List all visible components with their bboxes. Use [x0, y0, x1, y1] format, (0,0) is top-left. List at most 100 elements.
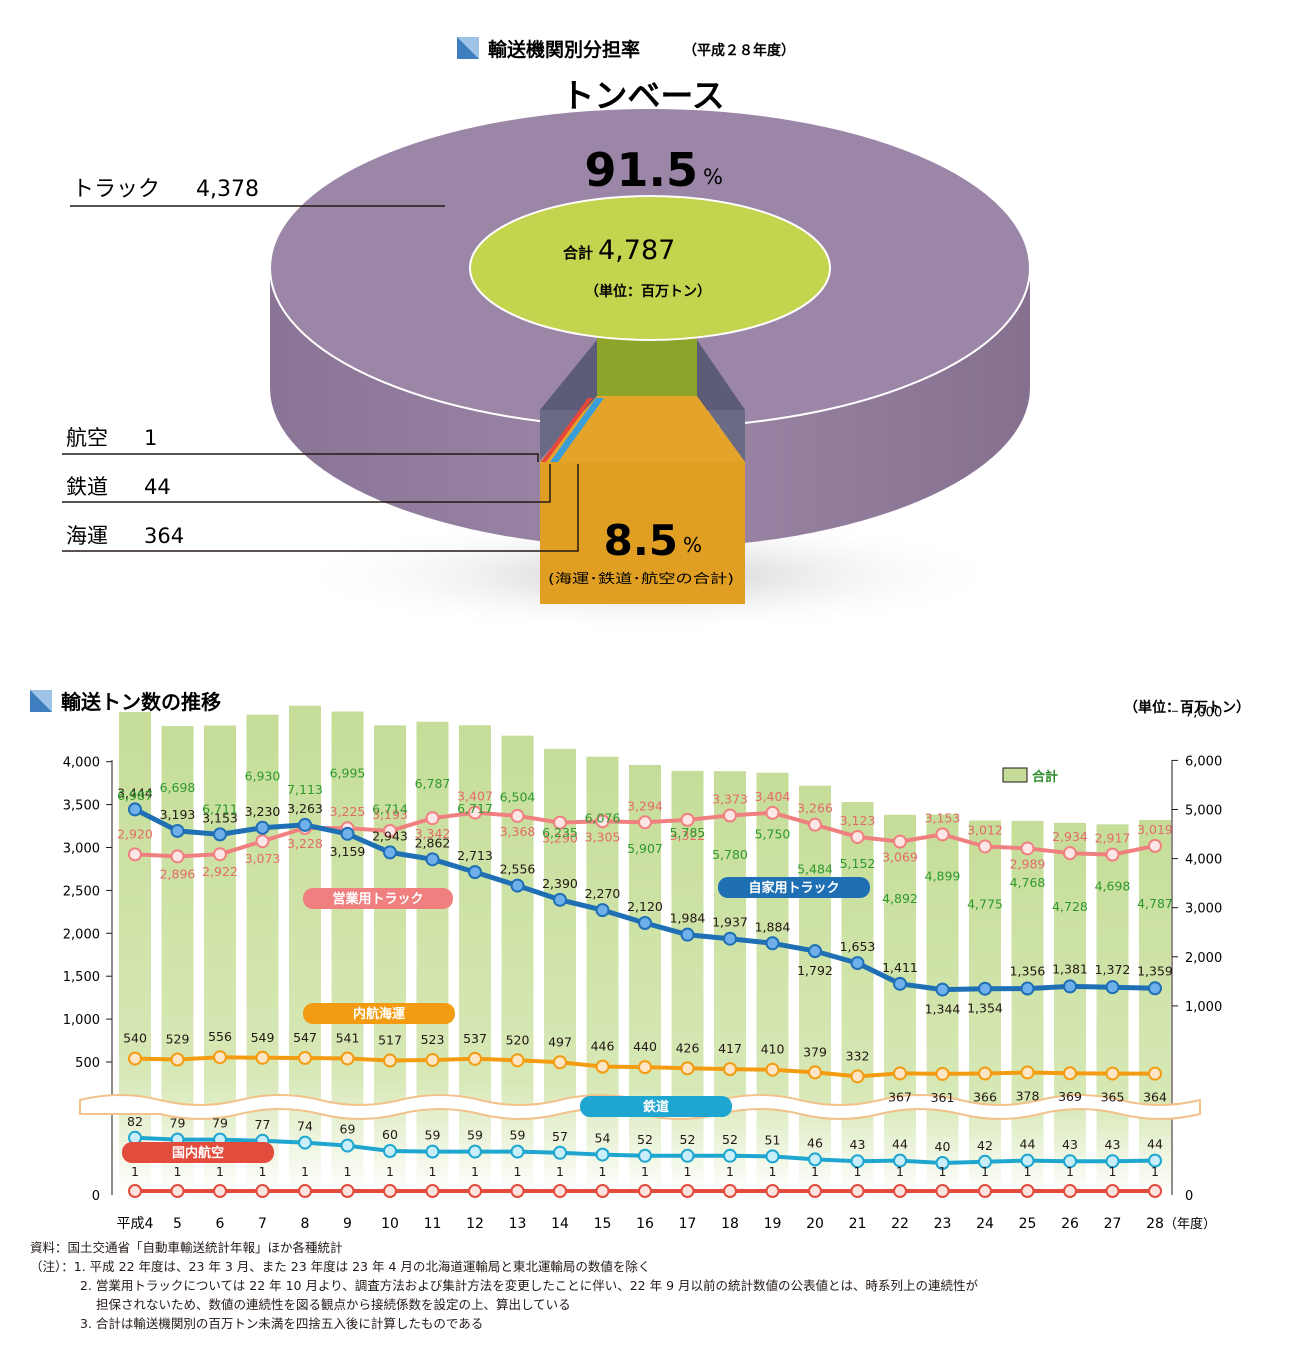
left-tick-label: 1,500 — [63, 970, 100, 985]
domestic-air-value-label: 1 — [301, 1164, 309, 1179]
notes: 資料：国土交通省「自動車輸送統計年報」ほか各種統計 （注）：1. 平成 22 年… — [30, 1238, 1280, 1333]
private-truck-value-label: 2,862 — [415, 835, 451, 850]
commercial-truck-value-label: 2,934 — [1052, 829, 1088, 844]
note-2b: 担保されないため、数値の連続性を図る観点から接続係数を設定の上、算出している — [96, 1297, 571, 1312]
commercial-truck-point — [255, 834, 270, 849]
domestic-air-point — [893, 1184, 907, 1198]
private-truck-value-label: 3,230 — [245, 804, 281, 819]
rail-point — [638, 1148, 652, 1163]
private-truck-point — [383, 845, 397, 860]
total-value-label: 6,717 — [457, 801, 493, 816]
domestic-air-value-label: 1 — [684, 1164, 692, 1179]
private-truck-point — [255, 820, 270, 835]
pie-section: 輸送機関別分担率 （平成２８年度） トンベース 合計 4,787 （単位：百万ト… — [62, 37, 1031, 635]
commercial-truck-value-label: 3,368 — [500, 824, 536, 839]
x-tick-label: 10 — [381, 1216, 399, 1232]
sea-leader-line — [62, 464, 579, 552]
center-total-disc — [469, 195, 831, 341]
line-section: 輸送トン数の推移 （単位：百万トン） 4,000 3,500 3,000 2,500 2… — [30, 690, 1250, 1232]
coastal-shipping-value-label: 364 — [1143, 1090, 1167, 1105]
private-truck-value-label: 2,120 — [627, 899, 663, 914]
commercial-truck-value-label: 3,342 — [415, 826, 451, 841]
rail-value-label: 46 — [807, 1135, 823, 1150]
commercial-truck-point — [935, 827, 950, 842]
coastal-shipping-point — [765, 1062, 780, 1077]
total-value-label: 6,787 — [415, 776, 451, 791]
private-truck-point — [638, 916, 652, 931]
coastal-shipping-value-label: 440 — [633, 1039, 657, 1054]
total-value-label: 4,768 — [1010, 875, 1046, 890]
coastal-shipping-value-label: 426 — [676, 1040, 700, 1055]
total-bar — [1011, 820, 1044, 1195]
coastal-shipping-value-label: 541 — [336, 1030, 360, 1045]
total-bar — [969, 820, 1001, 1195]
total-bar — [926, 814, 959, 1195]
x-tick-label: 6 — [216, 1216, 225, 1232]
left-tick-label: 3,500 — [63, 799, 100, 814]
commercial-truck-value-label: 2,920 — [117, 826, 153, 841]
domestic-air-value-label: 1 — [514, 1164, 522, 1179]
coastal-shipping-point — [638, 1060, 652, 1075]
commercial-truck-value-label: 3,228 — [287, 836, 323, 851]
total-bar — [586, 756, 619, 1195]
commercial-truck-value-label: 3,266 — [797, 801, 833, 816]
coastal-shipping-value-label: 556 — [208, 1029, 232, 1044]
commercial-truck-value-label: 3,073 — [245, 851, 281, 866]
private-truck-value-label: 2,556 — [500, 862, 536, 877]
coastal-shipping-point — [128, 1051, 142, 1066]
air-leader-line — [62, 453, 539, 462]
private-truck-value-label: 2,270 — [585, 886, 621, 901]
coastal-shipping-value-label: 517 — [378, 1033, 402, 1048]
coastal-shipping-value-label: 549 — [251, 1030, 275, 1045]
coastal-shipping-point — [850, 1069, 865, 1084]
coastal-shipping-point — [935, 1066, 950, 1081]
commercial-truck-value-label: 3,322 — [670, 828, 706, 843]
badge-coastal-shipping — [303, 1003, 455, 1024]
rail-value-label: 59 — [467, 1128, 483, 1143]
total-value-label: 5,785 — [670, 825, 706, 840]
total-value-label: 5,907 — [627, 841, 663, 856]
commercial-truck-point — [213, 847, 227, 862]
rail-point — [510, 1144, 525, 1159]
coastal-shipping-value-label: 520 — [506, 1032, 530, 1047]
total-value-label: 5,152 — [840, 856, 876, 871]
right-tick-label: 3,000 — [1185, 902, 1222, 917]
coastal-shipping-value-label: 369 — [1058, 1089, 1082, 1104]
private-truck-point — [978, 981, 992, 996]
coastal-shipping-value-label: 417 — [718, 1041, 742, 1056]
total-bar — [756, 772, 789, 1195]
commercial-truck-value-label: 3,407 — [457, 789, 493, 804]
rail-value-label: 79 — [212, 1116, 228, 1131]
x-tick-label: 24 — [976, 1216, 994, 1232]
total-value-label: 6,235 — [542, 825, 578, 840]
rail-value-label: 44 — [1147, 1137, 1163, 1152]
commercial-truck-point — [1148, 838, 1162, 853]
right-axis-zero: 0 — [1185, 1189, 1193, 1204]
x-tick-label: 平成4 — [117, 1216, 154, 1232]
x-tick-label: 28 — [1146, 1216, 1164, 1232]
other-percent-sign: % — [683, 533, 702, 557]
coastal-shipping-value-label: 540 — [123, 1031, 147, 1046]
air-slice — [541, 398, 593, 462]
private-truck-point — [1105, 980, 1120, 995]
badge-commercial-truck-label: 営業用トラック — [332, 891, 423, 907]
rail-point — [383, 1144, 397, 1158]
private-truck-point — [425, 852, 440, 867]
badge-domestic-air — [122, 1142, 274, 1163]
rail-point — [553, 1145, 567, 1160]
private-truck-value-label: 1,354 — [967, 1001, 1003, 1016]
rail-slice — [550, 398, 604, 462]
coastal-shipping-point — [510, 1053, 525, 1068]
domestic-air-point — [723, 1184, 737, 1198]
domestic-air-point — [510, 1184, 525, 1198]
domestic-air-value-label: 1 — [429, 1164, 437, 1179]
coastal-shipping-point — [468, 1051, 482, 1066]
domestic-air-point — [978, 1184, 992, 1198]
right-tick-label: 1,000 — [1185, 1000, 1222, 1015]
total-value-label: 5,750 — [755, 827, 791, 842]
center-total-label: 合計 — [562, 244, 593, 262]
badge-commercial-truck — [303, 888, 453, 909]
private-truck-point — [680, 927, 695, 942]
coastal-shipping-point — [383, 1053, 397, 1068]
